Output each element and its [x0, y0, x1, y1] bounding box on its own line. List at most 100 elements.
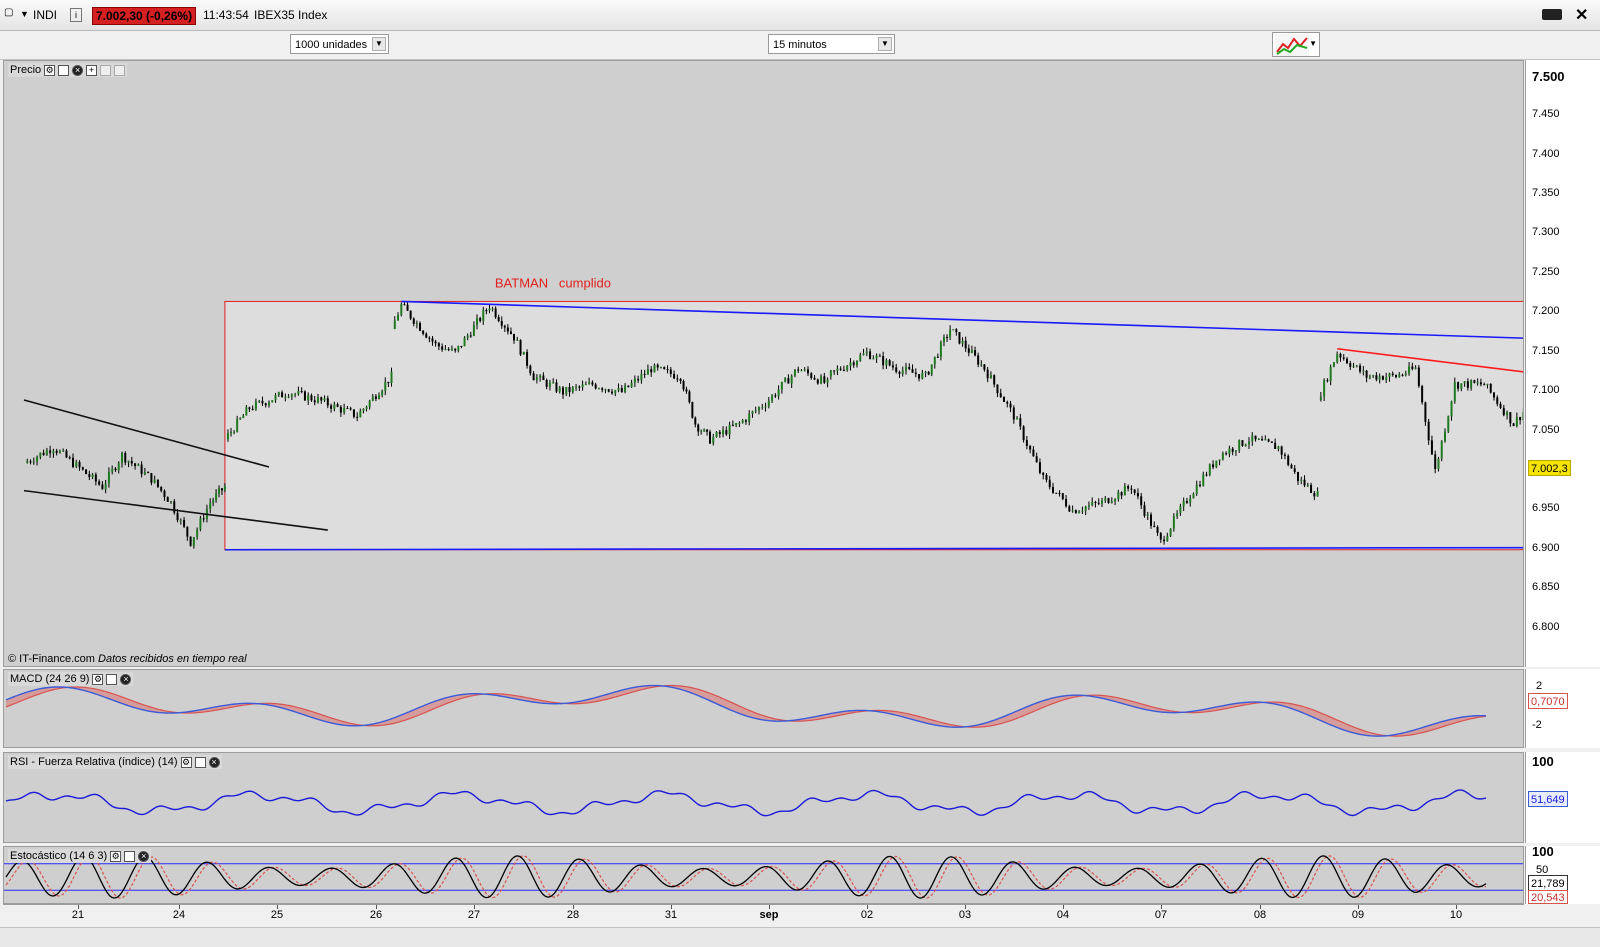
stochastic-panel[interactable]: Estocástico (14 6 3) ⚙ ×	[3, 846, 1524, 904]
candle-up	[581, 384, 584, 388]
trendline-blue[interactable]	[224, 546, 1524, 551]
candle-down	[1156, 526, 1159, 533]
candle-down	[1045, 474, 1048, 480]
plus-icon[interactable]: +	[86, 64, 98, 76]
candle-down	[176, 512, 179, 521]
candle-up	[1444, 431, 1446, 442]
candle-down	[1231, 448, 1234, 452]
candle-down	[1130, 488, 1133, 490]
candle-up	[1447, 416, 1450, 432]
candle-down	[1061, 493, 1064, 499]
candle-up	[143, 472, 146, 475]
candle-down	[958, 332, 961, 344]
candle-down	[460, 345, 463, 347]
interval-select[interactable]: 15 minutos ▼	[768, 34, 895, 54]
candle-down	[936, 356, 939, 358]
candle-down	[1097, 502, 1100, 504]
candle-down	[555, 382, 558, 392]
candle-up	[1378, 376, 1381, 380]
candle-up	[1182, 500, 1185, 507]
trendline-blue[interactable]	[401, 300, 1524, 359]
candle-down	[888, 360, 891, 366]
price-panel[interactable]: Precio ⚙ × + BATMAN cumplido © IT-Financ…	[3, 60, 1524, 667]
wrench-icon[interactable]: ⚙	[44, 64, 56, 76]
x-tick-mark	[474, 905, 475, 909]
rsi-y-axis: 100 51,649	[1525, 752, 1600, 843]
candle-down	[220, 488, 223, 491]
candle-down	[134, 463, 137, 466]
candle-down	[281, 392, 284, 398]
chart-type-button[interactable]: ▼	[1272, 32, 1320, 57]
window-menu-icon[interactable]: ▢	[4, 7, 14, 18]
candle-up	[633, 378, 636, 383]
maximize-icon[interactable]	[194, 756, 206, 768]
candle-up	[790, 375, 793, 384]
trendline-black[interactable]	[23, 399, 270, 468]
candle-down	[1401, 374, 1404, 376]
candle-down	[656, 364, 659, 368]
candle-down	[591, 382, 594, 385]
move-down-icon[interactable]	[114, 64, 126, 76]
close-icon[interactable]: ×	[72, 64, 84, 76]
chevron-down-icon[interactable]: ▼	[20, 9, 29, 19]
wrench-icon[interactable]: ⚙	[110, 850, 122, 862]
x-tick-label: 26	[369, 909, 383, 921]
candle-up	[359, 411, 362, 418]
wrench-icon[interactable]: ⚙	[92, 673, 104, 685]
candle-up	[1071, 510, 1074, 512]
candle-down	[1094, 501, 1097, 503]
price-tick: 7.500	[1532, 68, 1565, 84]
candle-up	[865, 351, 868, 354]
candle-up	[343, 408, 346, 413]
macd-panel[interactable]: MACD (24 26 9) ⚙ ×	[3, 669, 1524, 748]
candle-up	[223, 486, 226, 491]
keyboard-icon[interactable]	[1542, 9, 1562, 20]
candle-down	[679, 378, 682, 382]
candle-down	[1417, 367, 1420, 387]
units-select[interactable]: 1000 unidades ▼	[290, 34, 389, 54]
candle-down	[562, 387, 564, 395]
chevron-down-icon[interactable]: ▼	[1309, 39, 1317, 48]
candle-down	[519, 339, 522, 355]
candle-up	[735, 422, 738, 426]
close-icon[interactable]: ✕	[1575, 7, 1589, 24]
candle-up	[949, 329, 952, 338]
chevron-down-icon[interactable]: ▼	[878, 37, 892, 51]
candle-up	[258, 400, 261, 402]
maximize-icon[interactable]	[124, 850, 136, 862]
instrument-menu[interactable]: INDI	[33, 8, 57, 22]
trendline-red[interactable]	[1337, 347, 1524, 451]
price-chart[interactable]: BATMAN cumplido	[4, 61, 1524, 667]
candle-down	[529, 365, 532, 374]
candle-up	[836, 368, 839, 371]
info-icon[interactable]: i	[70, 8, 82, 22]
batman-annotation: BATMAN cumplido	[495, 275, 611, 290]
close-icon[interactable]: ×	[208, 756, 220, 768]
rsi-panel[interactable]: RSI - Fuerza Relativa (índice) (14) ⚙ ×	[3, 752, 1524, 843]
candle-down	[261, 400, 264, 404]
x-tick-label: 31	[664, 909, 678, 921]
candle-up	[1101, 500, 1103, 504]
maximize-icon[interactable]	[106, 673, 118, 685]
candle-up	[274, 395, 277, 401]
trendline-black[interactable]	[23, 489, 328, 531]
candle-down	[1225, 453, 1228, 455]
close-icon[interactable]: ×	[120, 673, 132, 685]
close-icon[interactable]: ×	[138, 850, 150, 862]
candle-up	[820, 376, 823, 384]
candle-down	[300, 391, 303, 393]
candle-up	[1460, 383, 1463, 389]
candle-down	[526, 351, 529, 366]
candle-up	[476, 318, 479, 325]
candle-up	[1408, 366, 1411, 374]
move-up-icon[interactable]	[100, 64, 112, 76]
candle-down	[1058, 492, 1061, 494]
maximize-icon[interactable]	[58, 64, 70, 76]
x-tick-label: 04	[1056, 909, 1070, 921]
wrench-icon[interactable]: ⚙	[180, 756, 192, 768]
chevron-down-icon[interactable]: ▼	[372, 37, 386, 51]
candle-up	[758, 407, 760, 411]
macd-y-axis: 2 -2 0,7070	[1525, 669, 1600, 748]
candle-up	[829, 370, 832, 377]
candle-down	[1349, 363, 1352, 367]
